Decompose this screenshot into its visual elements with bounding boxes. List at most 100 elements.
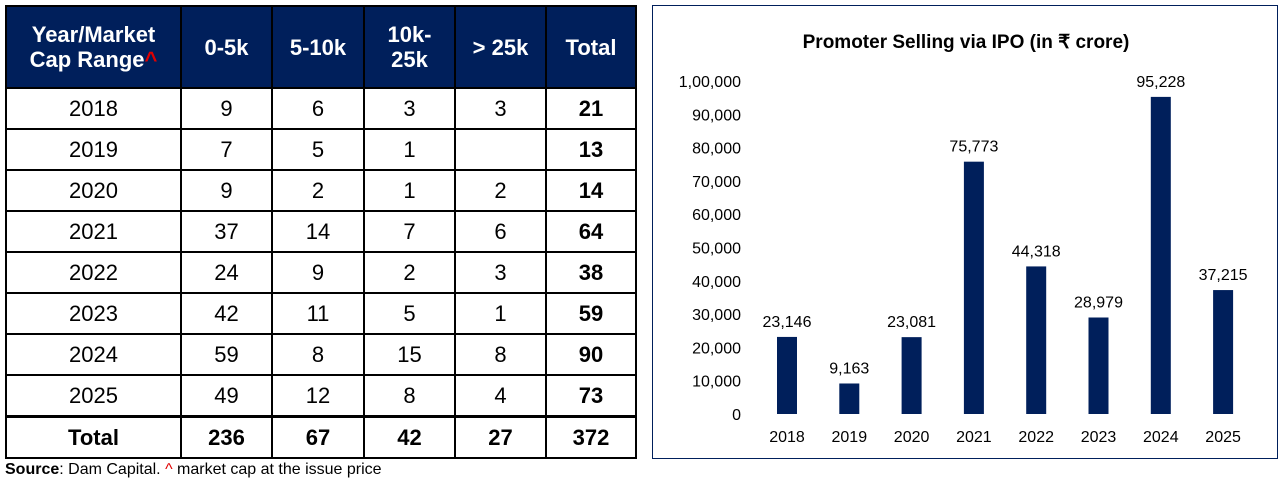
- total-cell: 372: [545, 415, 637, 459]
- header-text: Cap Range: [29, 47, 145, 72]
- header-total: Total: [545, 5, 637, 89]
- table-row: 2024 59 8 15 8 90: [5, 333, 637, 376]
- total-cell: 21: [545, 87, 637, 130]
- year-cell: 2020: [5, 169, 182, 212]
- y-tick-label: 90,000: [692, 107, 741, 124]
- year-cell: 2024: [5, 333, 182, 376]
- count-cell: 8: [363, 374, 456, 418]
- count-cell: 1: [363, 169, 456, 212]
- count-cell: 59: [180, 333, 273, 376]
- data-label: 44,318: [1012, 243, 1061, 260]
- year-cell: 2025: [5, 374, 182, 418]
- source-note-text: market cap at the issue price: [172, 461, 382, 478]
- y-tick-label: 0: [732, 407, 741, 424]
- count-cell: 24: [180, 251, 273, 294]
- y-tick-label: 20,000: [692, 340, 741, 357]
- x-tick-label: 2018: [769, 429, 805, 446]
- year-cell: 2022: [5, 251, 182, 294]
- header-0-5k: 0-5k: [180, 5, 273, 89]
- chart-title: Promoter Selling via IPO (in ₹ crore): [803, 32, 1130, 53]
- data-label: 9,163: [829, 360, 869, 377]
- count-cell: 5: [271, 128, 365, 171]
- count-cell: 9: [180, 169, 273, 212]
- total-cell: 64: [545, 210, 637, 253]
- total-cell: 27: [454, 415, 547, 459]
- count-cell: 1: [454, 292, 547, 335]
- table-row: 2023 42 11 5 1 59: [5, 292, 637, 335]
- bar-2020: [901, 337, 922, 414]
- count-cell: 7: [180, 128, 273, 171]
- header-10k-25k: 10k- 25k: [363, 5, 456, 89]
- total-cell: 38: [545, 251, 637, 294]
- table-row: 2018 9 6 3 3 21: [5, 87, 637, 130]
- count-cell: 14: [271, 210, 365, 253]
- data-label: 23,081: [887, 314, 936, 331]
- bar-2023: [1088, 317, 1109, 414]
- y-tick-label: 80,000: [692, 141, 741, 158]
- bar-2021: [963, 161, 984, 414]
- table-row: 2019 7 5 1 13: [5, 128, 637, 171]
- count-cell: 5: [363, 292, 456, 335]
- count-cell: 42: [180, 292, 273, 335]
- year-cell: 2023: [5, 292, 182, 335]
- ipo-count-table: Year/Market Cap Range^ 0-5k 5-10k 10k- 25k…: [5, 5, 637, 459]
- x-tick-label: 2023: [1081, 429, 1117, 446]
- count-cell: 6: [271, 87, 365, 130]
- data-label: 95,228: [1136, 74, 1185, 91]
- table-row: 2021 37 14 7 6 64: [5, 210, 637, 253]
- source-note: Source: Dam Capital. ^ market cap at the…: [5, 461, 382, 479]
- bar-2024: [1150, 96, 1171, 415]
- x-tick-label: 2019: [832, 429, 868, 446]
- header-5-10k: 5-10k: [271, 5, 365, 89]
- header-gt-25k: > 25k: [454, 5, 547, 89]
- count-cell: 8: [271, 333, 365, 376]
- data-label: 28,979: [1074, 294, 1123, 311]
- count-cell: 1: [363, 128, 456, 171]
- count-cell: 8: [454, 333, 547, 376]
- total-cell: 73: [545, 374, 637, 418]
- x-tick-label: 2022: [1018, 429, 1054, 446]
- caret-mark: ^: [144, 47, 158, 72]
- count-cell: 3: [363, 87, 456, 130]
- data-label: 75,773: [949, 139, 998, 156]
- bar-2022: [1026, 266, 1047, 414]
- count-cell: 9: [180, 87, 273, 130]
- total-cell: 13: [545, 128, 637, 171]
- data-label: 23,146: [763, 314, 812, 331]
- count-cell: 6: [454, 210, 547, 253]
- count-cell: [454, 128, 547, 171]
- count-cell: 37: [180, 210, 273, 253]
- bar-chart: Promoter Selling via IPO (in ₹ crore) 0 10…: [679, 32, 1248, 446]
- y-tick-label: 40,000: [692, 274, 741, 291]
- count-cell: 7: [363, 210, 456, 253]
- x-tick-label: 2024: [1143, 429, 1179, 446]
- count-cell: 11: [271, 292, 365, 335]
- chart-panel: Promoter Selling via IPO (in ₹ crore) 0 10…: [652, 5, 1278, 459]
- total-cell: 59: [545, 292, 637, 335]
- year-cell: 2019: [5, 128, 182, 171]
- total-cell: 14: [545, 169, 637, 212]
- total-row: Total 236 67 42 27 372: [5, 415, 637, 459]
- total-cell: 67: [271, 415, 365, 459]
- total-cell: 236: [180, 415, 273, 459]
- total-label: Total: [5, 415, 182, 459]
- table-row: 2020 9 2 1 2 14: [5, 169, 637, 212]
- table-row: 2025 49 12 8 4 73: [5, 374, 637, 418]
- y-tick-label: 10,000: [692, 374, 741, 391]
- y-tick-label: 1,00,000: [679, 74, 741, 91]
- header-text: Year/Market: [31, 22, 156, 47]
- bar-2018: [777, 336, 797, 414]
- data-label: 37,215: [1199, 267, 1248, 284]
- source-text: : Dam Capital.: [59, 461, 166, 478]
- x-tick-label: 2020: [894, 429, 930, 446]
- header-year: Year/Market Cap Range^: [5, 5, 182, 89]
- y-tick-label: 60,000: [692, 207, 741, 224]
- caret-mark: ^: [165, 461, 173, 478]
- count-cell: 9: [271, 251, 365, 294]
- count-cell: 3: [454, 87, 547, 130]
- count-cell: 15: [363, 333, 456, 376]
- y-tick-label: 50,000: [692, 241, 741, 258]
- x-tick-label: 2021: [956, 429, 992, 446]
- count-cell: 4: [454, 374, 547, 418]
- header-text: 25k: [391, 47, 428, 72]
